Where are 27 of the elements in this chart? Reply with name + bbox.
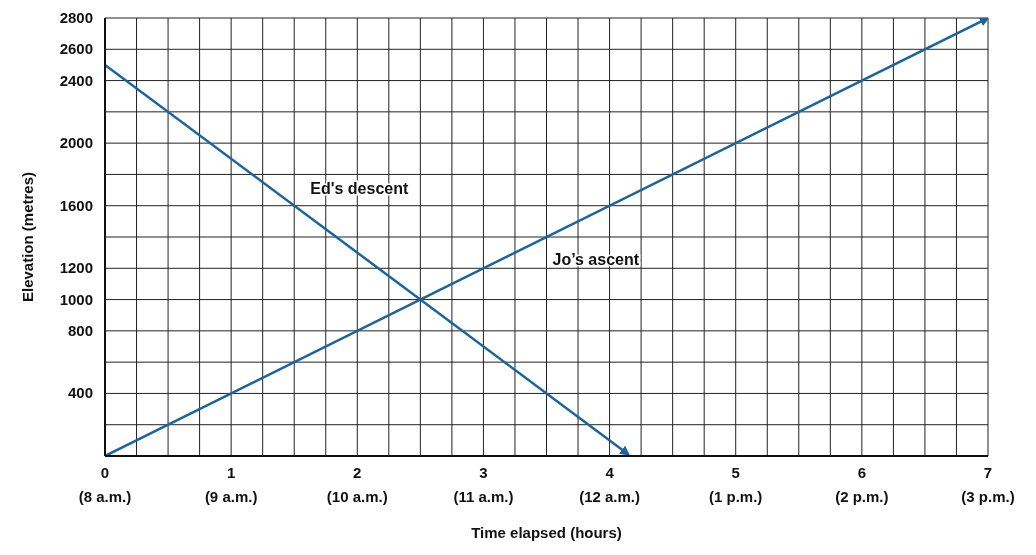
text: (3 p.m.): [961, 488, 1015, 505]
y-tick-label: 1600: [59, 196, 93, 214]
y-tick-label: 2800: [59, 9, 93, 26]
text: (12 a.m.): [579, 488, 640, 505]
x-tick-label: 4: [605, 464, 615, 481]
y-tick-label: 2600: [59, 40, 93, 58]
text: (11 a.m.): [453, 488, 514, 505]
y-tick-label: 2000: [59, 134, 93, 152]
y-tick-label: 800: [67, 321, 93, 339]
x-tick-label: 1: [226, 464, 236, 481]
x-tick-label: 6: [857, 464, 867, 481]
x-axis-title: Time elapsed (hours): [471, 524, 622, 541]
x-tick-label: 7: [983, 464, 993, 481]
y-tick-label: 400: [67, 384, 93, 402]
y-tick-label: 2400: [59, 71, 93, 89]
y-tick-label: 1000: [59, 290, 93, 308]
text: (9 a.m.): [204, 488, 258, 505]
x-tick-label: 2: [353, 464, 362, 481]
x-tick-label: 3: [479, 464, 488, 481]
text: (1 p.m.): [709, 488, 763, 505]
text: (8 a.m.): [78, 488, 132, 505]
x-tick-label: 5: [731, 464, 740, 481]
text: (2 p.m.): [835, 488, 889, 505]
x-tick-label: 0: [100, 464, 110, 481]
text: (10 a.m.): [326, 488, 388, 505]
y-axis-title: Elevation (metres): [19, 171, 37, 303]
y-tick-label: 1200: [59, 259, 93, 277]
